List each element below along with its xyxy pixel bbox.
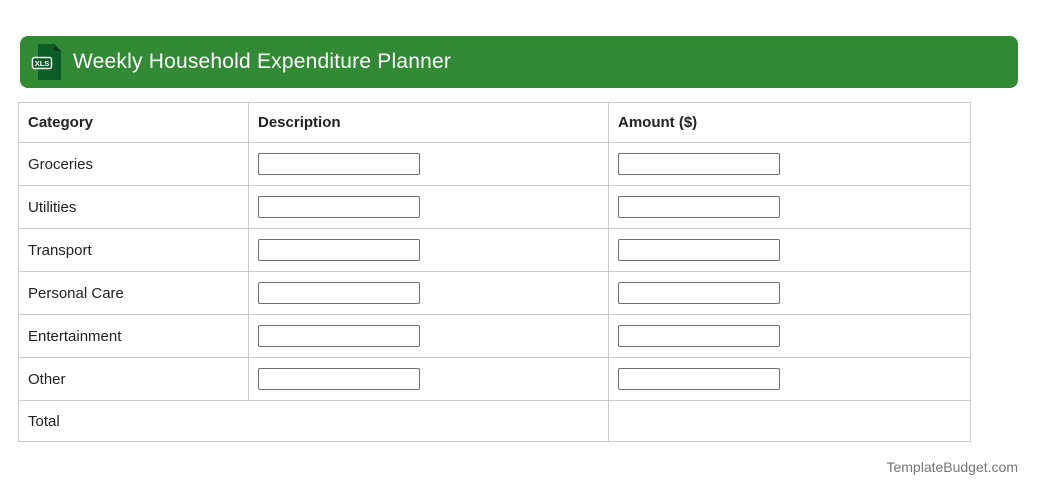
amount-input[interactable] [618, 153, 780, 175]
amount-input[interactable] [618, 239, 780, 261]
amount-cell [608, 271, 971, 315]
page-title: Weekly Household Expenditure Planner [73, 50, 452, 73]
amount-input[interactable] [618, 325, 780, 347]
xls-icon-label: XLS [35, 59, 50, 68]
column-header-amount: Amount ($) [608, 102, 971, 143]
amount-cell [608, 228, 971, 272]
description-cell [248, 228, 609, 272]
amount-input[interactable] [618, 196, 780, 218]
description-input[interactable] [258, 196, 420, 218]
description-cell [248, 271, 609, 315]
amount-input[interactable] [618, 368, 780, 390]
description-cell [248, 357, 609, 401]
category-cell: Utilities [18, 185, 249, 229]
description-input[interactable] [258, 368, 420, 390]
amount-cell [608, 314, 971, 358]
total-row: Total [18, 400, 971, 442]
description-input[interactable] [258, 153, 420, 175]
amount-cell [608, 357, 971, 401]
description-input[interactable] [258, 282, 420, 304]
category-cell: Entertainment [18, 314, 249, 358]
amount-input[interactable] [618, 282, 780, 304]
description-input[interactable] [258, 325, 420, 347]
table-row: Utilities [18, 185, 971, 229]
table-header-row: Category Description Amount ($) [18, 102, 971, 143]
description-cell [248, 185, 609, 229]
category-cell: Transport [18, 228, 249, 272]
table-row: Personal Care [18, 271, 971, 315]
amount-cell [608, 185, 971, 229]
total-amount-cell [608, 400, 971, 442]
column-header-category: Category [18, 102, 249, 143]
table-row: Entertainment [18, 314, 971, 358]
category-cell: Other [18, 357, 249, 401]
amount-cell [608, 142, 971, 186]
description-input[interactable] [258, 239, 420, 261]
table-row: Transport [18, 228, 971, 272]
total-label-cell: Total [18, 400, 609, 442]
footer: TemplateBudget.com [18, 459, 1018, 475]
table-row: Groceries [18, 142, 971, 186]
expenditure-table: Category Description Amount ($) Grocerie… [18, 102, 971, 442]
category-cell: Groceries [18, 142, 249, 186]
footer-credit: TemplateBudget.com [886, 459, 1018, 475]
column-header-description: Description [248, 102, 609, 143]
description-cell [248, 314, 609, 358]
category-cell: Personal Care [18, 271, 249, 315]
xls-file-icon: XLS [31, 44, 61, 80]
table-row: Other [18, 357, 971, 401]
title-bar: XLS Weekly Household Expenditure Planner [20, 36, 1018, 88]
description-cell [248, 142, 609, 186]
